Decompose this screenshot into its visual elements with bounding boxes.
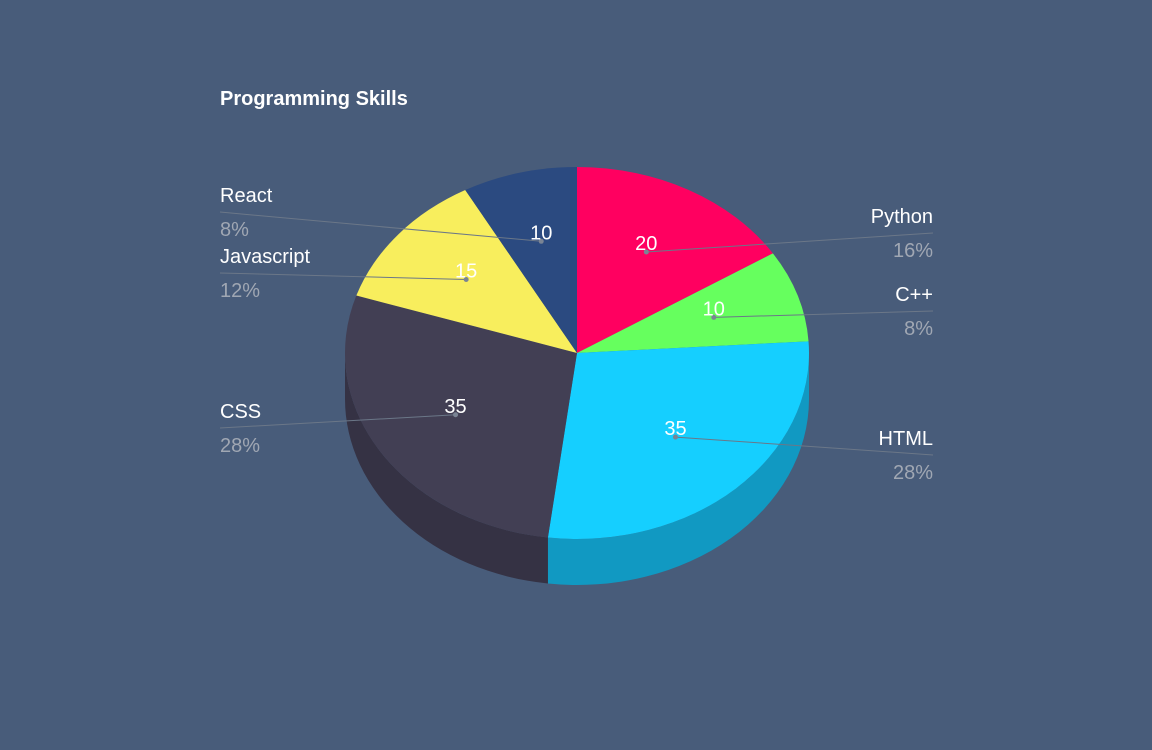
category-label-python: Python [871,206,933,228]
leader-line-html [675,436,934,456]
value-label-html: 35 [664,418,686,440]
value-label-javascript: 15 [455,260,477,282]
leader-line-react [219,211,542,242]
leader-dot-c- [711,314,717,320]
value-label-css: 35 [444,396,466,418]
value-label-python: 20 [635,233,657,255]
value-labels: 20 10 35 35 15 10 [444,222,724,440]
leader-dot-python [643,249,649,255]
leader-dot-html [672,434,678,440]
value-label-react: 10 [530,222,552,244]
leader-line-c- [713,310,934,318]
slice-python [577,167,773,353]
slice-side-css [345,353,548,584]
category-label-css: CSS [220,401,261,423]
slice-c- [577,253,809,353]
slice-react [465,167,577,353]
percent-label-javascript: 12% [220,280,260,302]
leader-line-javascript [219,272,467,280]
slice-javascript [356,190,577,353]
leader-lines [219,211,934,456]
pie-slices [344,167,809,539]
leader-line-python [646,232,934,253]
slice-html [547,341,809,539]
leader-line-css [219,414,456,429]
percent-label-c-: 8% [904,318,933,340]
category-label-react: React [220,185,273,207]
leader-dot-css [453,412,459,418]
value-label-c-: 10 [703,298,725,320]
category-label-c-: C++ [895,284,933,306]
percent-label-react: 8% [220,219,249,241]
category-label-javascript: Javascript [220,246,310,268]
category-labels: Python 16% C++ 8% HTML 28% CSS 28% Javascript 12%… [220,185,933,484]
leader-dot-react [538,238,544,244]
percent-label-html: 28% [893,462,933,484]
percent-label-python: 16% [893,240,933,262]
pie-sides [345,353,809,585]
slice-side-html [547,353,809,585]
leader-dot-javascript [463,276,469,282]
chart-title: Programming Skills [220,88,408,110]
category-label-html: HTML [879,428,933,450]
slice-css [344,295,577,538]
percent-label-css: 28% [220,435,260,457]
